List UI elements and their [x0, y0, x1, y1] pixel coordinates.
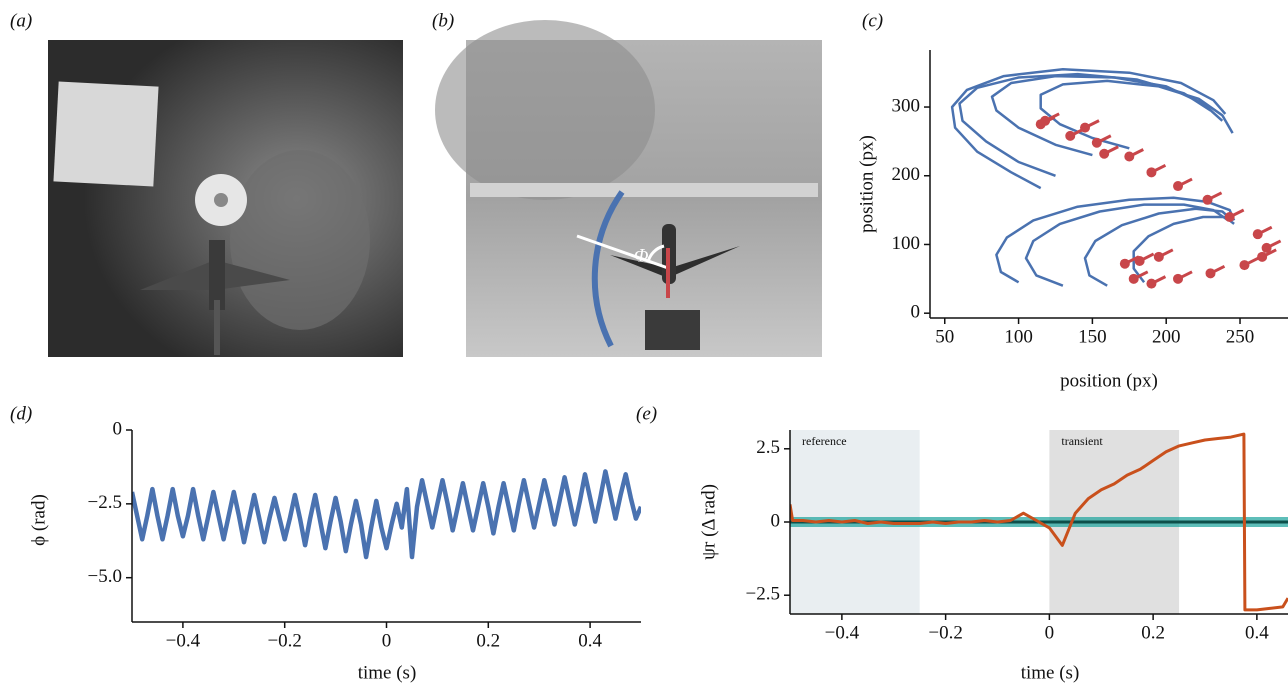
series-line — [790, 432, 1288, 612]
series-line — [1039, 79, 1234, 150]
x-tick-label: 0 — [382, 630, 392, 651]
y-tick-label: 0 — [911, 302, 921, 323]
panel-label: (e) — [636, 403, 657, 424]
panel-label: (a) — [10, 10, 32, 31]
plot-area — [132, 469, 641, 560]
y-axis-label: ψr (Δ rad) — [698, 484, 719, 560]
point — [1257, 251, 1268, 262]
x-axis-label: time (s) — [358, 662, 417, 683]
y-axis-label: ϕ (rad) — [28, 494, 49, 546]
series-line — [950, 67, 1227, 190]
span-label: reference — [802, 434, 847, 448]
point — [1091, 137, 1102, 148]
series-line — [995, 196, 1236, 284]
point — [1173, 273, 1184, 284]
panel-label: (c) — [862, 10, 883, 31]
point — [1080, 122, 1091, 133]
point — [1065, 130, 1076, 141]
y-tick-label: 200 — [892, 164, 921, 185]
plot-area — [950, 67, 1282, 289]
y-tick-label: 100 — [892, 233, 921, 254]
y-tick-label: 0 — [113, 418, 123, 439]
span-label: transient — [1061, 434, 1103, 448]
x-tick-label: 0 — [1045, 622, 1055, 643]
x-tick-label: 50 — [935, 326, 954, 347]
point — [1261, 242, 1272, 253]
x-tick-label: −0.4 — [166, 630, 201, 651]
point — [1146, 167, 1157, 178]
point — [1173, 181, 1184, 192]
photo-b: Φ — [435, 20, 822, 357]
point — [1205, 268, 1216, 279]
x-axis-label: position (px) — [1060, 370, 1158, 391]
y-tick-label: 300 — [892, 95, 921, 116]
y-tick-label: 0 — [771, 510, 781, 531]
series-line — [1083, 207, 1234, 287]
point — [1099, 148, 1110, 159]
x-tick-label: 200 — [1152, 326, 1181, 347]
panel-label: (d) — [10, 403, 32, 424]
series-line — [132, 469, 641, 560]
x-tick-label: −0.2 — [267, 630, 301, 651]
x-tick-label: 0.4 — [1245, 622, 1269, 643]
point — [1202, 194, 1213, 205]
x-axis-label: time (s) — [1021, 662, 1080, 683]
photo-a — [48, 40, 403, 357]
series-line — [1132, 215, 1235, 284]
x-tick-label: 0.2 — [1141, 622, 1165, 643]
x-tick-label: 100 — [1004, 326, 1033, 347]
point — [1252, 229, 1263, 240]
panel-label: (b) — [432, 10, 454, 31]
point — [1119, 258, 1130, 269]
y-axis-label: position (px) — [856, 135, 877, 233]
point — [1128, 273, 1139, 284]
x-tick-label: 0.2 — [476, 630, 500, 651]
plot-area — [790, 430, 1288, 614]
x-tick-label: 150 — [1078, 326, 1107, 347]
x-tick-label: 250 — [1226, 326, 1255, 347]
point — [1134, 255, 1145, 266]
series-line — [1024, 203, 1229, 287]
point — [1124, 151, 1135, 162]
y-tick-label: 2.5 — [756, 437, 780, 458]
x-tick-label: −0.2 — [928, 622, 962, 643]
x-tick-label: −0.4 — [825, 622, 860, 643]
point — [1153, 251, 1164, 262]
y-tick-label: −5.0 — [88, 566, 122, 587]
point — [1040, 115, 1051, 126]
x-tick-label: 0.4 — [578, 630, 602, 651]
y-tick-label: −2.5 — [746, 584, 780, 605]
point — [1146, 278, 1157, 289]
y-tick-label: −2.5 — [88, 492, 122, 513]
point — [1239, 260, 1250, 271]
point — [1224, 211, 1235, 222]
photo-annotation: Φ — [634, 245, 648, 266]
